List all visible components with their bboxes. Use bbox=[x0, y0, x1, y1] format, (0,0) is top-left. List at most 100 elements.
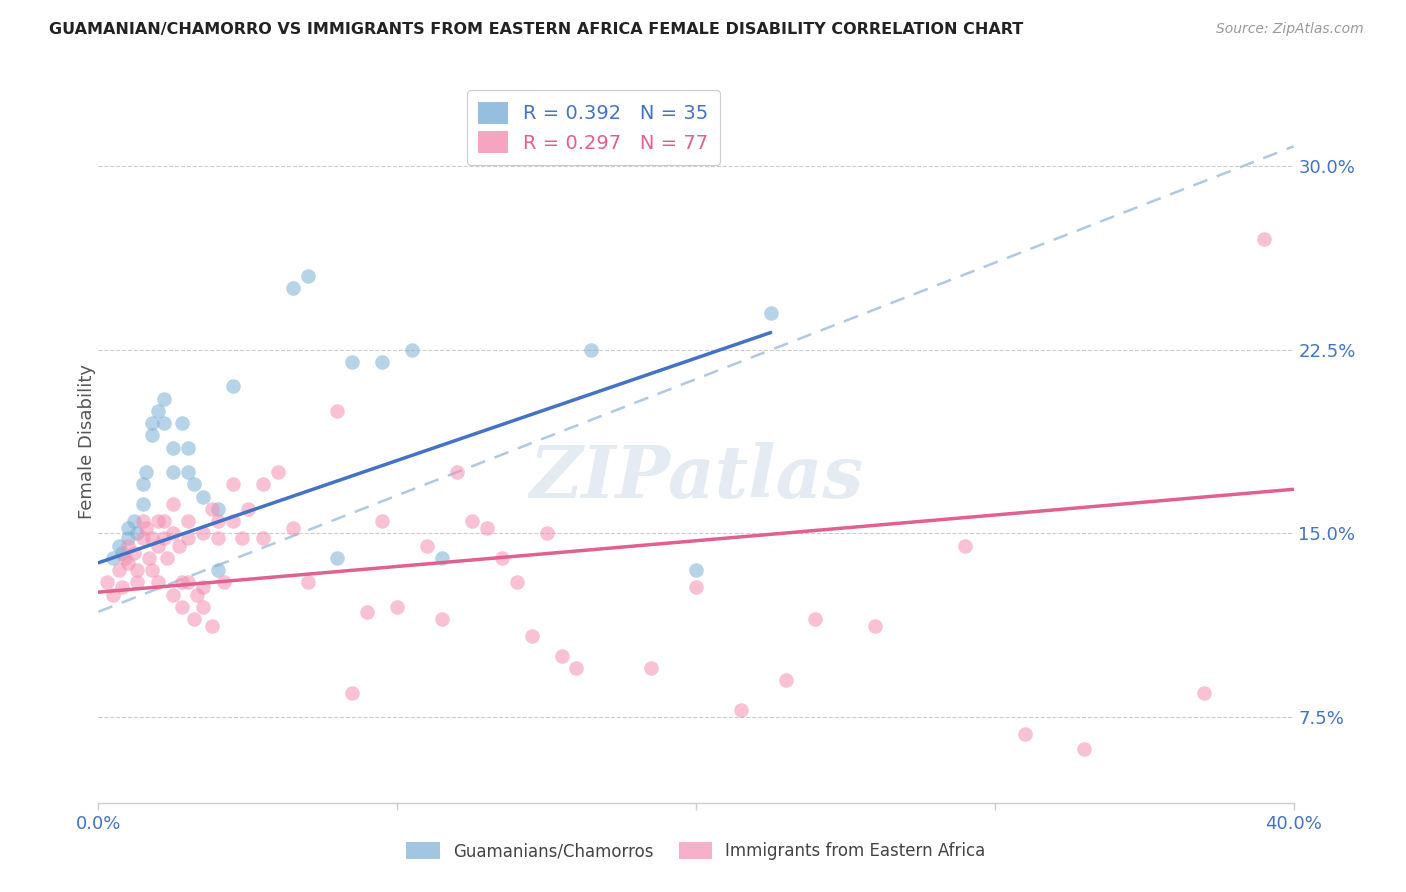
Point bbox=[281, 521, 304, 535]
Point bbox=[96, 575, 118, 590]
Point bbox=[191, 599, 214, 614]
Point bbox=[201, 502, 224, 516]
Point bbox=[141, 428, 163, 442]
Point bbox=[385, 599, 409, 614]
Point bbox=[132, 477, 155, 491]
Point bbox=[865, 619, 887, 633]
Point bbox=[685, 563, 707, 577]
Point bbox=[162, 465, 184, 479]
Point bbox=[138, 550, 160, 565]
Point bbox=[430, 612, 453, 626]
Point bbox=[135, 465, 157, 479]
Point bbox=[148, 539, 170, 553]
Point bbox=[520, 629, 543, 643]
Point bbox=[730, 703, 752, 717]
Point bbox=[177, 531, 200, 545]
Point bbox=[186, 588, 208, 602]
Point bbox=[177, 514, 200, 528]
Point bbox=[297, 269, 319, 284]
Point bbox=[759, 306, 782, 320]
Point bbox=[804, 612, 827, 626]
Point bbox=[141, 531, 163, 545]
Point bbox=[191, 490, 214, 504]
Point bbox=[401, 343, 423, 357]
Point bbox=[124, 514, 146, 528]
Point bbox=[297, 575, 319, 590]
Point bbox=[177, 465, 200, 479]
Point bbox=[141, 416, 163, 430]
Point bbox=[117, 556, 139, 570]
Point bbox=[326, 550, 349, 565]
Point bbox=[1192, 685, 1215, 699]
Point bbox=[135, 521, 157, 535]
Point bbox=[124, 546, 146, 560]
Point bbox=[565, 661, 588, 675]
Point bbox=[506, 575, 529, 590]
Point bbox=[183, 612, 205, 626]
Text: Source: ZipAtlas.com: Source: ZipAtlas.com bbox=[1216, 22, 1364, 37]
Point bbox=[356, 605, 378, 619]
Point bbox=[446, 465, 468, 479]
Point bbox=[212, 575, 235, 590]
Point bbox=[132, 531, 155, 545]
Point bbox=[132, 497, 155, 511]
Point bbox=[111, 580, 134, 594]
Point bbox=[1073, 742, 1095, 756]
Point bbox=[183, 477, 205, 491]
Point bbox=[132, 514, 155, 528]
Point bbox=[148, 404, 170, 418]
Point bbox=[108, 563, 131, 577]
Text: GUAMANIAN/CHAMORRO VS IMMIGRANTS FROM EASTERN AFRICA FEMALE DISABILITY CORRELATI: GUAMANIAN/CHAMORRO VS IMMIGRANTS FROM EA… bbox=[49, 22, 1024, 37]
Point bbox=[461, 514, 484, 528]
Point bbox=[162, 497, 184, 511]
Point bbox=[416, 539, 439, 553]
Point bbox=[207, 514, 229, 528]
Point bbox=[148, 575, 170, 590]
Point bbox=[236, 502, 259, 516]
Point bbox=[550, 648, 572, 663]
Point bbox=[177, 441, 200, 455]
Point bbox=[222, 514, 245, 528]
Point bbox=[207, 531, 229, 545]
Point bbox=[153, 392, 176, 406]
Point bbox=[581, 343, 603, 357]
Point bbox=[111, 546, 134, 560]
Legend: Guamanians/Chamorros, Immigrants from Eastern Africa: Guamanians/Chamorros, Immigrants from Ea… bbox=[399, 835, 993, 867]
Point bbox=[148, 514, 170, 528]
Point bbox=[475, 521, 498, 535]
Point bbox=[177, 575, 200, 590]
Point bbox=[326, 404, 349, 418]
Point bbox=[207, 563, 229, 577]
Point bbox=[207, 502, 229, 516]
Point bbox=[775, 673, 797, 688]
Point bbox=[117, 531, 139, 545]
Point bbox=[342, 355, 364, 369]
Point bbox=[172, 416, 194, 430]
Y-axis label: Female Disability: Female Disability bbox=[79, 364, 96, 519]
Point bbox=[1253, 232, 1275, 246]
Point bbox=[127, 563, 149, 577]
Point bbox=[231, 531, 253, 545]
Point bbox=[252, 477, 274, 491]
Point bbox=[172, 599, 194, 614]
Point bbox=[153, 514, 176, 528]
Point bbox=[162, 526, 184, 541]
Point bbox=[430, 550, 453, 565]
Point bbox=[127, 526, 149, 541]
Point bbox=[685, 580, 707, 594]
Point bbox=[491, 550, 513, 565]
Point bbox=[167, 539, 190, 553]
Point bbox=[114, 550, 136, 565]
Point bbox=[1014, 727, 1036, 741]
Point bbox=[162, 588, 184, 602]
Point bbox=[267, 465, 290, 479]
Point bbox=[201, 619, 224, 633]
Point bbox=[536, 526, 558, 541]
Point bbox=[281, 281, 304, 295]
Point bbox=[141, 563, 163, 577]
Point bbox=[103, 550, 125, 565]
Point bbox=[156, 550, 179, 565]
Point bbox=[222, 477, 245, 491]
Point bbox=[117, 521, 139, 535]
Point bbox=[103, 588, 125, 602]
